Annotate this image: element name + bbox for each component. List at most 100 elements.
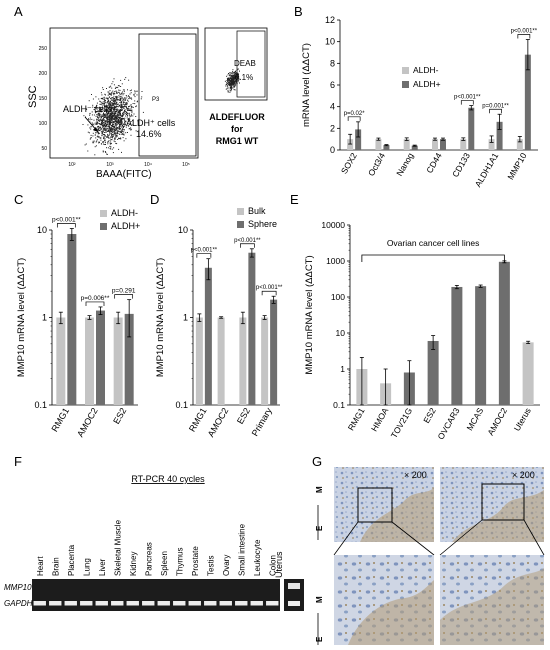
flow-dot xyxy=(120,98,122,100)
deab-dot xyxy=(226,82,228,84)
bar xyxy=(498,261,510,405)
deab-dot xyxy=(236,78,238,80)
flow-dot xyxy=(98,136,100,138)
flow-dot xyxy=(97,115,98,117)
flow-dot xyxy=(111,139,113,141)
flow-dot xyxy=(106,113,108,115)
flow-dot xyxy=(114,103,115,104)
flow-dot xyxy=(102,141,104,143)
flow-dot xyxy=(107,141,108,143)
flow-dot xyxy=(130,115,132,117)
flow-dot xyxy=(107,143,109,145)
deab-dot xyxy=(233,72,235,74)
flow-dot xyxy=(118,99,119,101)
flow-dot xyxy=(104,93,106,95)
flow-dot xyxy=(114,128,116,130)
flow-dot xyxy=(99,103,101,105)
flow-dot xyxy=(105,129,107,131)
flow-plot-frame xyxy=(49,27,199,159)
flow-dot xyxy=(107,113,109,115)
flow-dot xyxy=(108,103,110,105)
flow-dot xyxy=(110,102,112,104)
deab-dot xyxy=(233,80,235,82)
flow-dot xyxy=(125,103,126,105)
bar xyxy=(383,145,390,150)
flow-dot xyxy=(101,115,103,117)
flow-dot xyxy=(129,97,130,99)
lane-label: Prostate xyxy=(191,546,200,576)
flow-dot xyxy=(132,119,134,121)
deab-dot xyxy=(229,79,231,81)
flow-dot xyxy=(89,127,91,129)
flow-dot xyxy=(105,126,106,127)
deab-dot xyxy=(233,77,235,79)
flow-dot xyxy=(115,129,117,130)
flow-dot xyxy=(106,122,108,124)
flow-dot xyxy=(114,114,116,116)
flow-dot xyxy=(99,115,101,116)
gapdh-band-uterus xyxy=(288,601,300,606)
flow-dot xyxy=(104,140,106,142)
flow-dot xyxy=(115,117,117,119)
deab-dot xyxy=(231,76,233,78)
flow-dot xyxy=(113,108,115,110)
flow-dot xyxy=(87,119,89,121)
deab-dot xyxy=(228,83,229,85)
flow-dot xyxy=(127,108,129,110)
flow-dot xyxy=(115,99,116,101)
flow-dot xyxy=(106,117,108,118)
flow-dot xyxy=(90,126,92,128)
flow-dot xyxy=(133,94,135,96)
deab-dot xyxy=(226,75,228,77)
flow-dot xyxy=(90,137,92,139)
flow-dot xyxy=(114,102,116,104)
flow-dot xyxy=(121,105,122,107)
flow-dot xyxy=(107,110,109,112)
flow-dot xyxy=(120,94,122,96)
flow-dot xyxy=(122,125,124,127)
deab-dot xyxy=(234,72,236,74)
zoom-box-2 xyxy=(481,483,525,521)
flow-dot xyxy=(114,101,116,103)
flow-dot xyxy=(121,134,123,135)
flow-dot xyxy=(131,89,132,91)
flow-dot xyxy=(94,111,96,113)
flow-dot xyxy=(122,118,124,120)
flow-dot xyxy=(112,124,113,126)
flow-dot xyxy=(130,92,132,94)
flow-dot xyxy=(120,120,122,122)
deab-label: DEAB xyxy=(234,59,256,68)
legend-swatch xyxy=(100,210,107,217)
flow-dot xyxy=(129,114,131,116)
flow-dot xyxy=(103,112,104,114)
flow-dot xyxy=(101,134,103,136)
flow-dot xyxy=(87,150,89,152)
chart-b: 0 2 4 6 8 10 12 mRNA level (ΔΔCT) SOX2 Oct3/4 Nano… xyxy=(301,15,538,189)
flow-dot xyxy=(115,134,116,136)
aldh-pos-pct: 14.6% xyxy=(136,129,162,139)
flow-dot xyxy=(104,111,106,112)
flow-dot xyxy=(116,133,118,135)
significance-bracket xyxy=(489,108,502,114)
flow-dot xyxy=(114,133,116,135)
flow-dot xyxy=(110,142,112,144)
flow-dot xyxy=(103,123,105,125)
flow-dot xyxy=(96,106,97,108)
flow-dot xyxy=(104,115,105,117)
lane-label: Pancreas xyxy=(144,542,153,576)
flow-dot xyxy=(113,92,115,94)
flow-dot xyxy=(116,91,118,93)
flow-dot xyxy=(126,111,128,113)
flow-dot xyxy=(93,124,95,126)
flow-dot xyxy=(112,90,114,92)
flow-dot xyxy=(135,130,137,132)
deab-dot xyxy=(227,77,229,79)
flow-dot xyxy=(98,119,100,120)
flow-dot xyxy=(119,112,121,114)
flow-dot xyxy=(141,96,143,98)
flow-dot xyxy=(115,136,117,137)
flow-dot xyxy=(122,106,124,108)
flow-dot xyxy=(102,98,104,99)
lane-label: Leukocyte xyxy=(253,539,262,576)
flow-dot xyxy=(130,127,132,129)
